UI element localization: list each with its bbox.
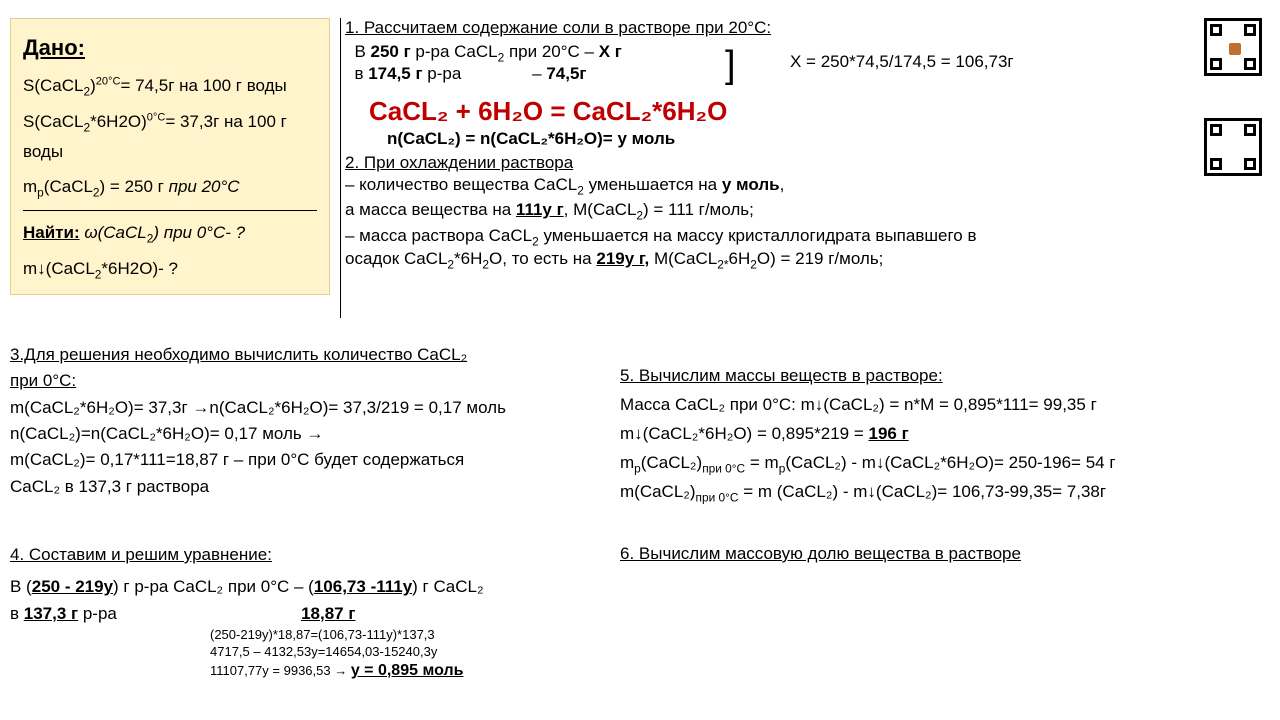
s3-l2: n(CaCL₂)=n(CaCL₂*6H₂O)= 0,17 моль → [10, 421, 590, 447]
given-line-3: mp(CaCL2) = 250 г при 20°C [23, 173, 317, 203]
s4-e1: (250-219y)*18,87=(106,73-111y)*137,3 [210, 627, 630, 644]
solution-column: 1. Рассчитаем содержание соли в растворе… [345, 18, 1275, 271]
find-line-2: m↓(CaCL2*6H2O)- ? [23, 255, 317, 285]
s4-heading: 4. Составим и решим уравнение: [10, 542, 630, 568]
step2-line3: – масса раствора CaCL2 уменьшается на ма… [345, 226, 1275, 271]
sub-equation: n(CaCL₂) = n(CaCL₂*6H₂O)= y моль [387, 129, 1275, 149]
s4-l1: В (250 - 219y) г р-ра CaCL₂ при 0°C – (1… [10, 574, 630, 600]
given-divider [23, 210, 317, 211]
given-line-2: S(CaCL2*6H2O)0°C= 37,3г на 100 г воды [23, 108, 317, 167]
proportion-block: В 250 г р-ра CaCL2 при 20°C – Х г в 174,… [345, 42, 1275, 84]
s3-l3: m(CaCL₂)= 0,17*111=18,87 г – при 0°C буд… [10, 447, 590, 473]
step2-line1: – количество вещества CaCL2 уменьшается … [345, 175, 1275, 197]
s5-l3: mp(CaCL₂)при 0°C = mp(CaCL₂) - m↓(CaCL₂*… [620, 449, 1270, 479]
qr-code-1 [1204, 18, 1262, 76]
qr-code-2 [1204, 118, 1262, 176]
prop-answer: X = 250*74,5/174,5 = 106,73г [790, 52, 1014, 72]
section3: 3.Для решения необходимо вычислить колич… [10, 342, 590, 500]
prop-line-1: В 250 г р-ра CaCL2 при 20°C – Х г [345, 42, 622, 64]
given-line-1: S(CaCL2)20°C= 74,5г на 100 г воды [23, 72, 317, 102]
given-panel: Дано: S(CaCL2)20°C= 74,5г на 100 г воды … [10, 18, 330, 295]
s6-heading: 6. Вычислим массовую долю вещества в рас… [620, 544, 1270, 564]
s3-l1: m(CaCL₂*6H₂O)= 37,3г →n(CaCL₂*6H₂O)= 37,… [10, 395, 590, 421]
section5: 5. Вычислим массы веществ в растворе: Ма… [620, 362, 1270, 508]
s5-heading: 5. Вычислим массы веществ в растворе: [620, 362, 1270, 391]
s3-l4: CaCL₂ в 137,3 г раствора [10, 474, 590, 500]
bracket-icon: ] [725, 44, 736, 87]
step2-line2: а масса вещества на 111y г, М(CaCL2) = 1… [345, 200, 1275, 222]
s5-l4: m(CaCL₂)при 0°C = m (CaCL₂) - m↓(CaCL₂)=… [620, 478, 1270, 508]
find-line: Найти: ω(CaCL2) при 0°C- ? [23, 219, 317, 249]
section4: 4. Составим и решим уравнение: В (250 - … [10, 542, 630, 682]
s5-l1: Масса CaCL₂ при 0°C: m↓(CaCL₂) = n*M = 0… [620, 391, 1270, 420]
main-equation: CaCL₂ + 6H₂O = CaCL₂*6H₂O [369, 96, 1275, 127]
section6: 6. Вычислим массовую долю вещества в рас… [620, 544, 1270, 564]
s5-l2: m↓(CaCL₂*6H₂O) = 0,895*219 = 196 г [620, 420, 1270, 449]
s4-e3: 11107,77y = 9936,53 → y = 0,895 моль [210, 661, 630, 682]
step1-heading: 1. Рассчитаем содержание соли в растворе… [345, 18, 1275, 38]
step2-heading: 2. При охлаждении раствора [345, 153, 1275, 173]
given-title: Дано: [23, 29, 317, 66]
prop-line-2: в 174,5 г р-ра – 74,5г [345, 64, 622, 84]
s4-l2: в 137,3 г р-ра 18,87 г [10, 601, 630, 627]
step2-block: 2. При охлаждении раствора – количество … [345, 153, 1275, 271]
s3-heading: 3.Для решения необходимо вычислить колич… [10, 342, 590, 395]
s4-e2: 4717,5 – 4132,53y=14654,03-15240,3y [210, 644, 630, 661]
vertical-divider [340, 18, 341, 318]
